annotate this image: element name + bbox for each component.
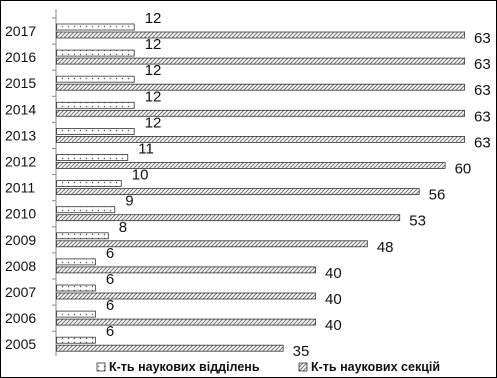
legend-label: К-ть наукових секцій	[311, 360, 440, 374]
data-label-sections-2016: 63	[474, 56, 491, 73]
data-label-sections-2011: 56	[429, 187, 446, 204]
y-tick-label-2011: 2011	[5, 180, 35, 196]
bar-departments-2014	[56, 101, 135, 109]
bar-departments-2007	[56, 284, 96, 292]
y-tick-label-2007: 2007	[5, 284, 36, 300]
bar-departments-2008	[56, 258, 96, 266]
legend: К-ть наукових відділень К-ть наукових сек…	[96, 360, 440, 374]
legend-item-departments: К-ть наукових відділень	[96, 360, 260, 374]
y-tick-label-2014: 2014	[5, 101, 36, 117]
data-label-departments-2005: 6	[106, 323, 114, 340]
bar-sections-2010	[56, 214, 401, 222]
y-tick-label-2010: 2010	[5, 206, 36, 222]
data-label-departments-2010: 9	[125, 193, 133, 210]
legend-item-sections: К-ть наукових секцій	[298, 360, 440, 374]
bar-sections-2015	[56, 83, 465, 91]
data-label-sections-2015: 63	[474, 82, 491, 99]
y-tick-label-2015: 2015	[5, 75, 36, 91]
bar-departments-2005	[56, 336, 96, 344]
data-label-departments-2016: 12	[145, 36, 162, 53]
y-tick-label-2009: 2009	[5, 232, 36, 248]
y-tick-label-2013: 2013	[5, 127, 36, 143]
data-label-sections-2007: 40	[325, 291, 342, 308]
data-label-sections-2017: 63	[474, 30, 491, 47]
data-label-departments-2008: 6	[106, 245, 114, 262]
bar-departments-2015	[56, 75, 135, 83]
data-label-departments-2011: 10	[132, 167, 149, 184]
bar-sections-2006	[56, 318, 316, 326]
bar-sections-2008	[56, 266, 316, 274]
legend-swatch	[298, 362, 308, 372]
data-label-departments-2015: 12	[145, 62, 162, 79]
data-label-sections-2012: 60	[455, 161, 472, 178]
data-label-sections-2013: 63	[474, 134, 491, 151]
data-label-departments-2006: 6	[106, 297, 114, 314]
data-label-departments-2007: 6	[106, 271, 114, 288]
data-label-sections-2010: 53	[409, 213, 426, 230]
data-label-sections-2009: 48	[377, 239, 394, 256]
bar-sections-2017	[56, 31, 465, 39]
data-label-sections-2006: 40	[325, 317, 342, 334]
bar-sections-2016	[56, 57, 465, 65]
data-label-sections-2008: 40	[325, 265, 342, 282]
y-tick-label-2017: 2017	[5, 23, 36, 39]
y-tick-label-2016: 2016	[5, 49, 36, 65]
bar-departments-2016	[56, 49, 135, 57]
data-label-departments-2014: 12	[145, 88, 162, 105]
bar-departments-2009	[56, 232, 109, 240]
bar-departments-2017	[56, 23, 135, 31]
legend-swatch	[96, 362, 106, 372]
legend-label: К-ть наукових відділень	[109, 360, 260, 374]
y-tick-label-2008: 2008	[5, 258, 36, 274]
y-tick-label-2006: 2006	[5, 310, 36, 326]
bar-sections-2014	[56, 109, 465, 117]
plot-area: 2017126320161263201512632014126320131263…	[5, 9, 491, 360]
bar-departments-2012	[56, 154, 129, 161]
bar-departments-2011	[56, 180, 122, 188]
bar-departments-2010	[56, 206, 116, 214]
data-label-departments-2013: 12	[145, 114, 162, 131]
bar-departments-2006	[56, 310, 96, 318]
data-label-sections-2005: 35	[293, 343, 310, 360]
data-label-departments-2009: 8	[119, 219, 127, 236]
bar-sections-2007	[56, 292, 316, 300]
bar-departments-2013	[56, 128, 135, 135]
bar-sections-2011	[56, 188, 420, 196]
y-tick-label-2012: 2012	[5, 154, 36, 170]
data-label-departments-2012: 11	[138, 141, 154, 158]
data-label-sections-2014: 63	[474, 108, 491, 125]
y-tick-label-2005: 2005	[5, 336, 36, 352]
bar-sections-2005	[56, 344, 284, 352]
bar-sections-2013	[56, 135, 465, 143]
bar-sections-2009	[56, 240, 368, 248]
data-label-departments-2017: 12	[145, 10, 162, 27]
bar-sections-2012	[56, 162, 446, 169]
